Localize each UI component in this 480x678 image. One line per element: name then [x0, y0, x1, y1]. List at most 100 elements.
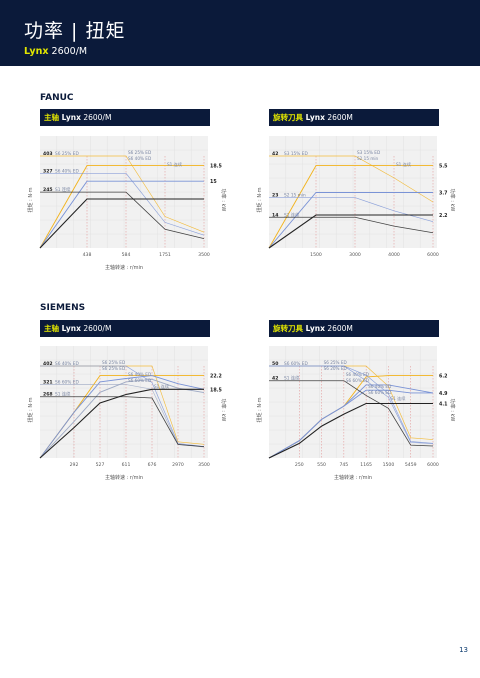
torque-line [40, 172, 205, 236]
y2-axis-label: 功率 : kW [220, 189, 227, 212]
power-value: 15 [210, 179, 217, 185]
x-tick-label: 611 [122, 462, 131, 468]
series-inline-label: S6 60% ED [128, 378, 151, 383]
panel-head-hl: 主轴 [44, 113, 59, 122]
x-tick-label: 4000 [388, 252, 400, 258]
power-line [268, 214, 433, 249]
panel-head-brand: Lynx [303, 324, 325, 333]
series-inline-label: S6 40% ED [128, 156, 151, 161]
power-line [39, 180, 204, 249]
power-line [39, 198, 204, 249]
x-tick-label: 1500 [383, 462, 395, 468]
x-tick-label: 745 [339, 462, 348, 468]
torque-line [269, 216, 434, 234]
page-subtitle: Lynx 2600/M [24, 46, 87, 57]
section-siemens: SIEMENS [40, 303, 86, 313]
torque-series-label: S6 40% ED [55, 168, 79, 174]
series-inline-label: S6 25% ED [324, 360, 347, 365]
series-inline-label: S6 40% ED [346, 372, 369, 377]
series-inline-label: S6 60% ED [346, 378, 369, 383]
torque-series-label: S1 连续 [55, 391, 71, 398]
torque-value: 268 [43, 392, 53, 398]
torque-series-label: S3 15% ED [284, 151, 308, 157]
torque-line [40, 191, 205, 239]
torque-series-label: S1 连续 [284, 211, 300, 218]
power-value: 18.5 [210, 387, 222, 393]
x-tick-label: 6000 [427, 252, 439, 258]
page-title: 功率 | 扭矩 [24, 20, 126, 42]
section-fanuc: FANUC [40, 93, 74, 103]
y-axis-label: 扭矩 : N·m [256, 187, 263, 212]
y2-axis-label: 功率 : kW [449, 189, 456, 212]
torque-series-label: S6 60% ED [284, 361, 308, 367]
panel-head-model: 2600M [324, 113, 353, 122]
y-axis-label: 扭矩 : N·m [27, 187, 34, 212]
panel-head-hl: 旋转刀具 [273, 324, 303, 333]
panel-head-siemens-spindle: 主轴 Lynx 2600/M [40, 320, 210, 337]
series-inline-label: S6 60% ED [368, 390, 391, 395]
torque-line [269, 365, 434, 444]
torque-value: 50 [272, 361, 278, 367]
y2-axis-label: 功率 : kW [220, 399, 227, 422]
y-axis-label: 扭矩 : N·m [256, 397, 263, 422]
page-number: 13 [459, 646, 468, 654]
x-tick-label: 1165 [360, 462, 372, 468]
panel-head-fanuc-spindle: 主轴 Lynx 2600/M [40, 109, 210, 126]
panel-head-brand: Lynx [59, 324, 81, 333]
torque-series-label: S6 25% ED [55, 151, 79, 157]
x-tick-label: 1500 [310, 252, 322, 258]
torque-series-label: S6 60% ED [55, 380, 79, 386]
torque-series-label: S1 连续 [55, 186, 71, 193]
torque-series-label: S1 连续 [284, 375, 300, 382]
power-line [268, 192, 433, 249]
y2-axis-label: 功率 : kW [449, 399, 456, 422]
torque-line [40, 365, 205, 447]
series-inline-label: S6 40% ED [128, 372, 151, 377]
x-axis-label: 主轴转速 : r/min [105, 474, 143, 481]
x-axis-label: 主轴转速 : r/min [334, 474, 372, 481]
torque-value: 327 [43, 168, 53, 174]
x-tick-label: 1751 [159, 252, 171, 258]
series-inline-label: S3 15% ED [357, 150, 380, 155]
power-value: 2.2 [439, 213, 448, 219]
torque-line [40, 396, 205, 447]
x-axis-label: 主轴转速 : r/min [105, 264, 143, 271]
power-value: 3.7 [439, 191, 448, 197]
torque-line [269, 197, 434, 223]
x-tick-label: 5459 [405, 462, 417, 468]
power-line [268, 402, 433, 459]
series-inline-label: S1 连续 [167, 161, 182, 168]
power-value: 5.5 [439, 164, 448, 170]
series-inline-label: S1 连续 [396, 161, 411, 168]
torque-value: 23 [272, 193, 278, 199]
torque-value: 321 [43, 380, 53, 386]
power-value: 22.2 [210, 374, 222, 380]
y-axis-label: 扭矩 : N·m [27, 397, 34, 422]
torque-line [40, 155, 205, 233]
x-tick-label: 3000 [349, 252, 361, 258]
torque-value: 14 [272, 212, 278, 218]
power-value: 4.1 [439, 401, 448, 407]
power-line [268, 389, 433, 459]
x-tick-label: 292 [70, 462, 79, 468]
power-value: 6.2 [439, 374, 448, 380]
brand-name: Lynx [24, 46, 49, 57]
x-tick-label: 676 [148, 462, 157, 468]
panel-head-siemens-tool: 旋转刀具 Lynx 2600M [269, 320, 439, 337]
torque-series-label: S6 40% ED [55, 361, 79, 367]
x-tick-label: 6000 [427, 462, 439, 468]
x-tick-label: 584 [122, 252, 131, 258]
power-line [39, 388, 204, 459]
torque-line [269, 155, 434, 203]
series-inline-label: S1 连续 [390, 395, 405, 402]
series-inline-label: S6 20% ED [324, 366, 347, 371]
power-line [39, 375, 205, 459]
series-inline-label: S6 40% ED [368, 384, 391, 389]
torque-line [269, 380, 434, 447]
x-tick-label: 550 [317, 462, 326, 468]
power-value: 18.5 [210, 164, 222, 170]
panel-head-brand: Lynx [303, 113, 325, 122]
